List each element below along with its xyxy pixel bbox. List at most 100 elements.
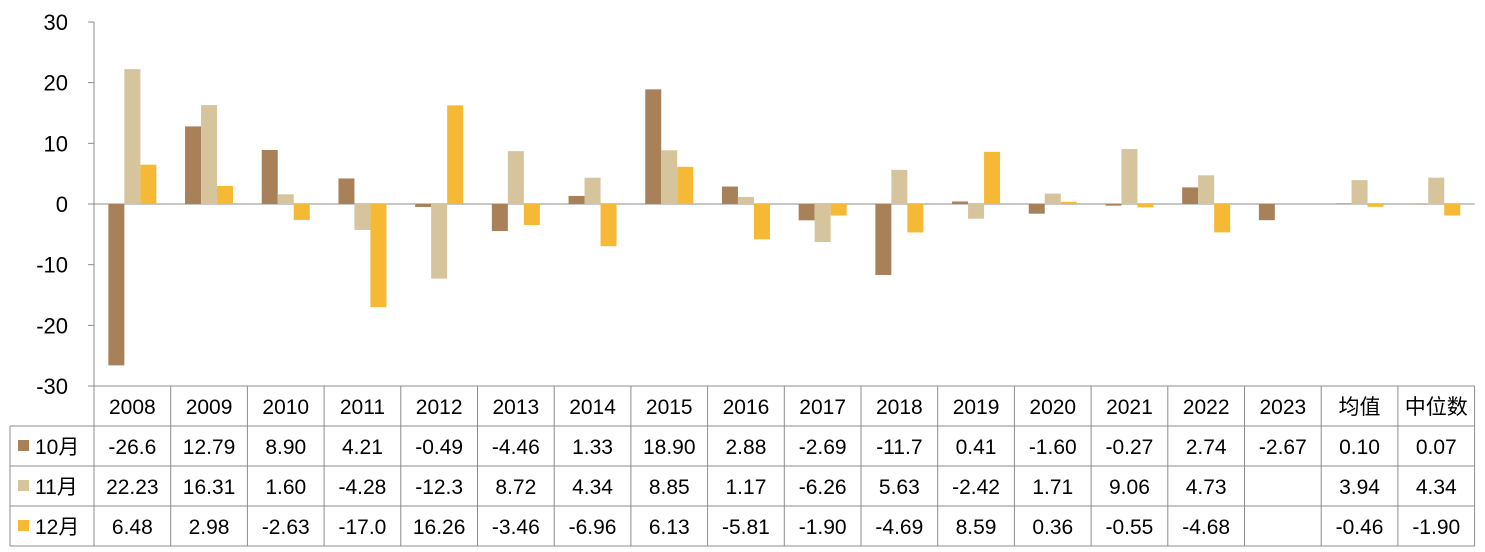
y-tick-label: 30	[44, 10, 68, 35]
data-table-value: -11.7	[876, 436, 922, 459]
bar-11月-中位数	[1428, 177, 1445, 204]
x-category-label: 2010	[262, 396, 309, 419]
bar-10月-2011	[338, 178, 355, 204]
data-table-value: 16.31	[183, 476, 236, 499]
bar-10月-2013	[491, 204, 508, 232]
bar-11月-2009	[201, 105, 218, 204]
bar-11月-2017	[814, 204, 831, 242]
data-table-value: -2.63	[262, 516, 310, 539]
bar-10月-2012	[415, 204, 432, 207]
data-table-value: 8.85	[649, 476, 690, 499]
data-table-value: 4.34	[1416, 476, 1457, 499]
x-category-label: 2013	[492, 396, 539, 419]
legend-key-11月	[18, 480, 29, 491]
x-category-label: 2021	[1106, 396, 1153, 419]
data-table-value: 4.21	[342, 436, 383, 459]
bar-10月-2014	[568, 195, 585, 204]
bar-10月-2021	[1105, 204, 1122, 206]
bar-12月-2016	[753, 204, 770, 240]
x-category-label: 2011	[340, 396, 385, 419]
bar-10月-2019	[952, 201, 969, 204]
legend-key-12月	[18, 520, 29, 531]
bar-12月-2011	[370, 204, 387, 308]
bar-12月-2015	[677, 166, 694, 204]
data-table-value: 2.88	[726, 436, 767, 459]
bar-11月-2012	[431, 204, 448, 279]
bar-11月-2013	[507, 151, 524, 204]
bar-10月-2016	[721, 186, 738, 204]
data-table-value: 4.73	[1186, 476, 1227, 499]
data-table-value: 2.74	[1186, 436, 1227, 459]
data-table-value: 8.90	[265, 436, 306, 459]
data-table-value: 8.59	[956, 516, 997, 539]
data-table-value: 0.41	[956, 436, 997, 459]
data-table-value: -0.46	[1336, 516, 1384, 539]
bar-11月-2008	[124, 69, 141, 204]
data-table-value: -0.55	[1106, 516, 1154, 539]
bar-10月-2020	[1028, 204, 1045, 214]
y-tick-label: 20	[44, 71, 68, 96]
data-table-value: 16.26	[413, 516, 466, 539]
bar-12月-2020	[1060, 201, 1077, 204]
bar-10月-2023	[1258, 204, 1275, 221]
y-tick-label: 0	[56, 192, 68, 217]
x-category-label: 2016	[723, 396, 770, 419]
bar-12月-2018	[907, 204, 924, 233]
bar-10月-2009	[185, 126, 202, 204]
data-table-value: 12.79	[183, 436, 236, 459]
x-category-label: 2020	[1029, 396, 1076, 419]
x-category-label: 2017	[799, 396, 846, 419]
bar-12月-2017	[830, 204, 847, 216]
data-table-value: -4.46	[492, 436, 540, 459]
legend-key-10月	[18, 440, 29, 451]
bar-11月-2010	[277, 194, 294, 204]
x-category-label: 2014	[569, 396, 616, 419]
data-table-value: -1.90	[799, 516, 847, 539]
bar-12月-中位数	[1444, 204, 1461, 216]
x-category-label: 2023	[1259, 396, 1306, 419]
bar-10月-2017	[798, 204, 815, 221]
data-table-value: 2.98	[189, 516, 230, 539]
data-table-value: 1.33	[572, 436, 613, 459]
data-table-value: -2.67	[1259, 436, 1307, 459]
data-table-value: 3.94	[1339, 476, 1380, 499]
legend-label: 11月	[35, 476, 78, 499]
bar-10月-2022	[1182, 187, 1199, 204]
bar-12月-2021	[1137, 204, 1154, 208]
y-tick-label: -30	[36, 374, 68, 399]
data-table-value: -4.68	[1182, 516, 1230, 539]
bar-11月-2019	[968, 204, 985, 219]
bar-12月-2010	[293, 204, 310, 220]
data-table-value: -6.96	[569, 516, 617, 539]
bar-11月-2020	[1044, 193, 1061, 204]
data-table-value: 0.36	[1032, 516, 1073, 539]
bar-11月-2014	[584, 177, 601, 204]
x-category-label: 2019	[953, 396, 1000, 419]
data-table-value: -2.42	[952, 476, 1000, 499]
bar-10月-中位数	[1412, 203, 1429, 205]
data-table-value: -4.28	[339, 476, 387, 499]
data-table-value: 5.63	[879, 476, 920, 499]
x-category-label: 2015	[646, 396, 693, 419]
data-table-value: -1.60	[1029, 436, 1077, 459]
bar-11月-均值	[1351, 180, 1368, 204]
data-table-value: 1.60	[265, 476, 306, 499]
data-table-value: 8.72	[495, 476, 536, 499]
bar-12月-2014	[600, 204, 617, 247]
x-category-label: 2008	[109, 396, 156, 419]
bar-12月-2013	[523, 204, 540, 225]
x-category-label: 2012	[416, 396, 463, 419]
bar-12月-2009	[217, 185, 234, 204]
bar-11月-2011	[354, 204, 371, 230]
x-category-label: 中位数	[1405, 396, 1468, 419]
data-table-value: -1.90	[1412, 516, 1460, 539]
bar-12月-2008	[140, 164, 157, 204]
data-table-value: 4.34	[572, 476, 613, 499]
legend-label: 10月	[35, 436, 79, 459]
bar-10月-2010	[261, 150, 278, 204]
bar-10月-2008	[108, 204, 125, 366]
data-table-value: 1.17	[726, 476, 767, 499]
legend-label: 12月	[35, 516, 79, 539]
y-tick-label: 10	[44, 131, 68, 156]
bar-11月-2018	[891, 169, 908, 204]
